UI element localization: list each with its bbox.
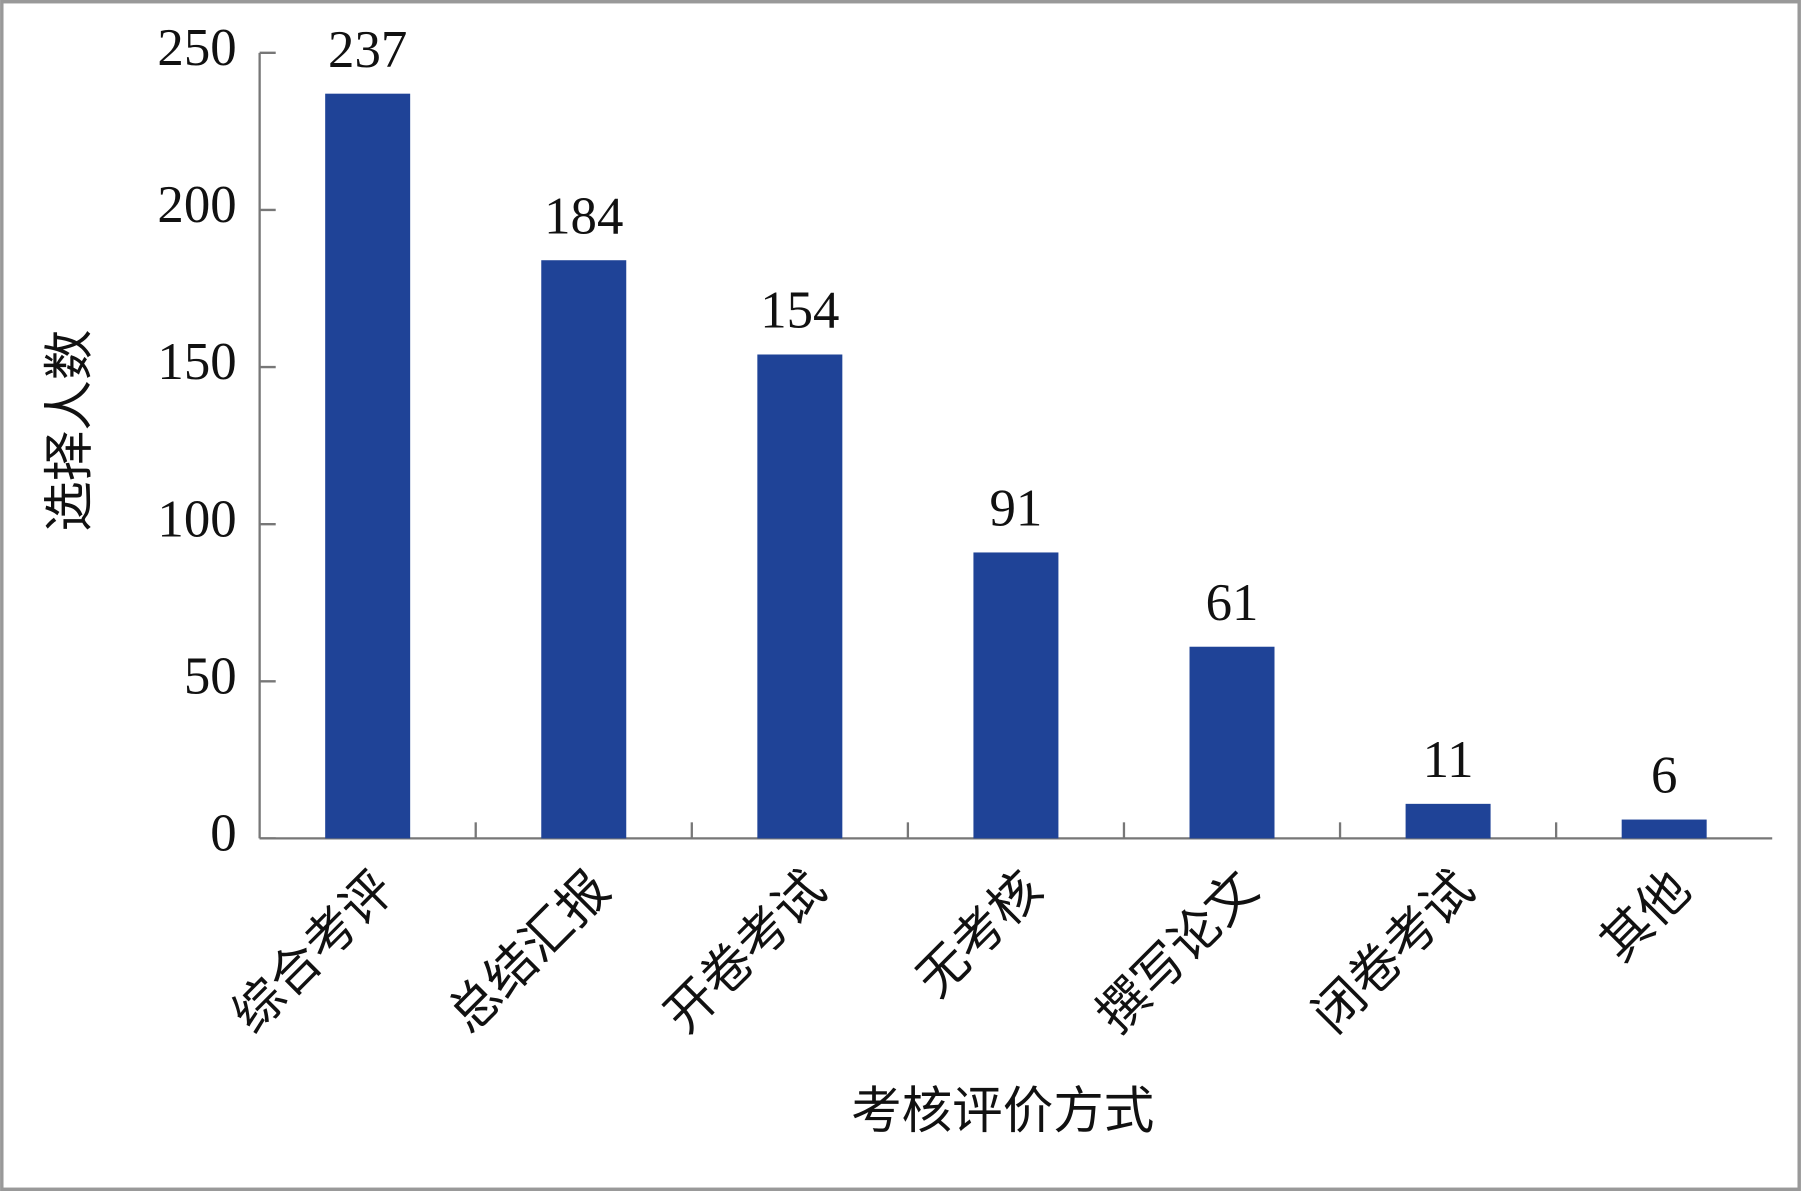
y-tick-label: 100 [157,490,236,548]
bar [541,260,627,839]
value-label: 6 [1651,747,1677,805]
y-tick-label: 200 [157,176,236,234]
bar [1405,803,1491,839]
y-tick-label: 0 [210,805,236,863]
value-label: 184 [544,187,623,245]
value-label: 11 [1423,731,1474,789]
y-axis-title: 选择人数 [41,330,97,532]
value-label: 91 [990,480,1043,538]
bar [973,552,1059,839]
x-axis-title: 考核评价方式 [851,1083,1154,1139]
y-tick-label: 250 [157,19,236,77]
value-label: 237 [328,21,407,79]
bar [1189,646,1275,839]
y-tick-label: 150 [157,333,236,391]
bar [757,354,843,839]
y-tick-label: 50 [184,647,237,705]
value-label: 61 [1206,574,1259,632]
bar [325,93,411,839]
bar [1621,819,1707,839]
value-label: 154 [760,282,839,340]
